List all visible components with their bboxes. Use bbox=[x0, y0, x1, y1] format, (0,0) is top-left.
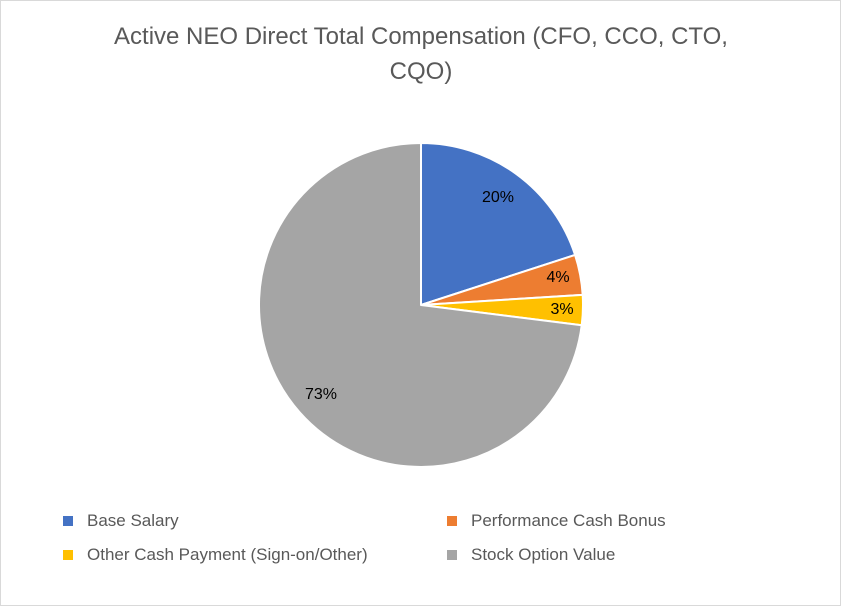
chart-title-line-1: Active NEO Direct Total Compensation (CF… bbox=[114, 23, 728, 50]
chart-title-line-2: CQO) bbox=[389, 58, 453, 85]
pie-chart: 20% 4% 3% 73% bbox=[258, 142, 584, 468]
legend-swatch-other-cash-payment bbox=[63, 550, 73, 560]
data-label-stock-option-value: 73% bbox=[305, 386, 337, 403]
data-label-performance-cash-bonus: 4% bbox=[546, 269, 569, 286]
legend-label-other-cash-payment: Other Cash Payment (Sign-on/Other) bbox=[87, 545, 368, 564]
pie-slice-stock-option-value bbox=[258, 142, 583, 468]
data-label-other-cash-payment: 3% bbox=[550, 301, 573, 318]
legend-item-stock-option-value: Stock Option Value bbox=[447, 543, 767, 567]
legend-item-performance-cash-bonus: Performance Cash Bonus bbox=[447, 509, 767, 533]
legend-item-other-cash-payment: Other Cash Payment (Sign-on/Other) bbox=[63, 543, 447, 567]
pie-slice-base-salary bbox=[420, 142, 577, 306]
legend-label-stock-option-value: Stock Option Value bbox=[471, 545, 616, 564]
legend-label-performance-cash-bonus: Performance Cash Bonus bbox=[471, 511, 666, 530]
legend-swatch-performance-cash-bonus bbox=[447, 516, 457, 526]
legend: Base Salary Performance Cash Bonus Other… bbox=[63, 509, 783, 567]
legend-item-base-salary: Base Salary bbox=[63, 509, 447, 533]
data-label-base-salary: 20% bbox=[482, 189, 514, 206]
legend-swatch-base-salary bbox=[63, 516, 73, 526]
legend-swatch-stock-option-value bbox=[447, 550, 457, 560]
legend-label-base-salary: Base Salary bbox=[87, 511, 179, 530]
chart-title: Active NEO Direct Total Compensation (CF… bbox=[61, 19, 781, 89]
